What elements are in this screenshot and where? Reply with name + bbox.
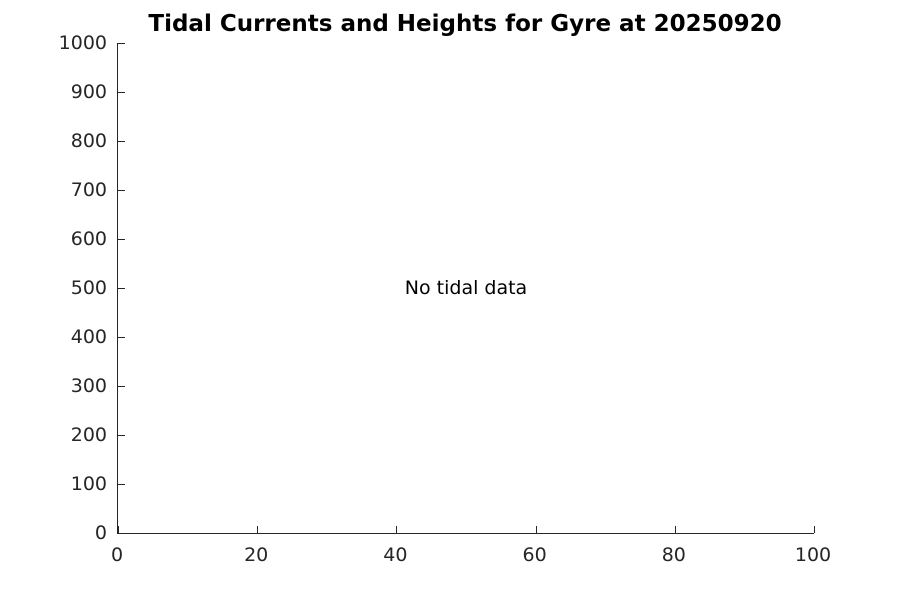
- y-tick-label: 500: [70, 277, 107, 299]
- y-axis-tick: [118, 288, 125, 289]
- y-axis-tick: [118, 92, 125, 93]
- x-tick-label: 40: [383, 544, 408, 566]
- y-tick-label: 100: [70, 473, 107, 495]
- x-tick-label: 60: [522, 544, 547, 566]
- chart-title: Tidal Currents and Heights for Gyre at 2…: [148, 11, 782, 37]
- y-axis-tick: [118, 190, 125, 191]
- plot-area: No tidal data: [117, 43, 815, 534]
- y-tick-label: 700: [70, 179, 107, 201]
- y-axis-tick: [118, 141, 125, 142]
- y-axis-tick: [118, 43, 125, 44]
- y-axis-tick: [118, 484, 125, 485]
- y-axis-tick: [118, 435, 125, 436]
- y-tick-label: 600: [70, 228, 107, 250]
- x-axis-tick: [814, 526, 815, 533]
- y-axis-tick: [118, 239, 125, 240]
- x-tick-label: 0: [110, 544, 124, 566]
- x-axis-tick: [118, 526, 119, 533]
- x-tick-label: 80: [661, 544, 686, 566]
- y-tick-label: 400: [70, 326, 107, 348]
- y-tick-label: 200: [70, 424, 107, 446]
- y-tick-label: 0: [94, 522, 107, 544]
- x-axis-tick: [674, 526, 676, 533]
- y-tick-label: 1000: [58, 32, 107, 54]
- x-axis-tick: [396, 526, 398, 533]
- y-tick-label: 800: [70, 130, 107, 152]
- x-tick-label: 20: [244, 544, 269, 566]
- x-tick-label: 100: [794, 544, 832, 566]
- y-axis-tick: [118, 337, 125, 338]
- y-axis-tick: [118, 533, 125, 534]
- x-axis-tick: [535, 526, 537, 533]
- y-tick-label: 300: [70, 375, 107, 397]
- x-axis-tick: [257, 526, 259, 533]
- y-tick-label: 900: [70, 81, 107, 103]
- y-axis-tick: [118, 386, 125, 387]
- no-data-annotation: No tidal data: [404, 277, 528, 299]
